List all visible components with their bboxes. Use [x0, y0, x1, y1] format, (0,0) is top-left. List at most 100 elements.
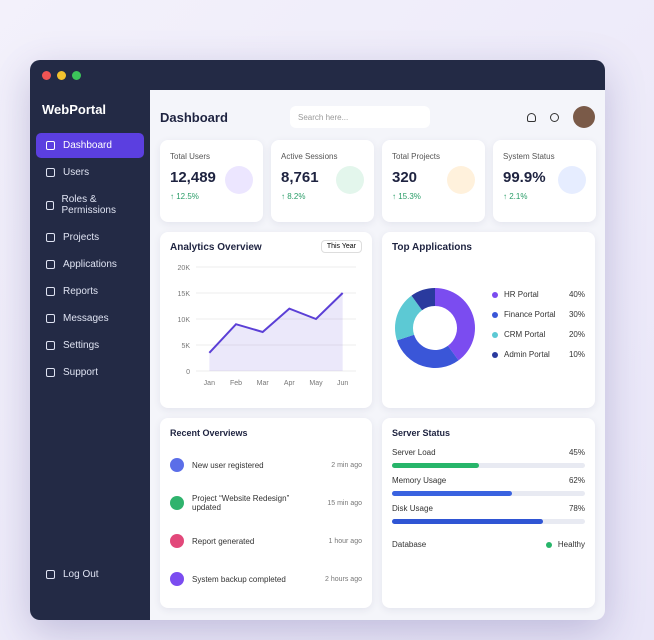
recent-card: Recent Overviews New user registered 2 min… [160, 418, 372, 608]
database-status: Healthy [557, 540, 585, 549]
up-arrow: ↑ [170, 192, 177, 201]
stat-change-row: ↑ 12.5% [170, 192, 253, 201]
legend-dot [492, 291, 498, 298]
y-tick-label: 10K [178, 317, 191, 324]
stat-value: 12,489 [170, 169, 216, 186]
activity-time: 2 min ago [331, 461, 362, 469]
icon [46, 141, 55, 150]
activity-row: Report generated 1 hour ago [170, 522, 362, 560]
stat-value: 8,761 [281, 169, 319, 186]
line [208, 292, 344, 354]
logout[interactable]: Log Out [46, 569, 99, 580]
metric-value: 78% [568, 504, 585, 513]
metric-label: Disk Usage [392, 504, 433, 513]
server-card: Server Status Server Load 45% Memory Usage 6… [382, 418, 595, 608]
nav-item[interactable]: Users [36, 160, 144, 185]
stat-change-row: ↑ 15.3% [392, 192, 475, 201]
page-title: Dashboard [160, 109, 228, 125]
avatar[interactable] [573, 106, 595, 128]
metric-track [392, 491, 585, 496]
legend-row: CRM Portal 20% [492, 330, 585, 339]
minimize-dot[interactable] [57, 70, 66, 80]
activity-icon [170, 458, 184, 472]
nav-label: Applications [63, 259, 117, 270]
nav-item[interactable]: Reports [36, 279, 144, 304]
stat-label: Active Sessions [281, 152, 338, 161]
y-tick-label: 0 [186, 369, 190, 376]
nav-item[interactable]: Dashboard [36, 133, 144, 158]
card-title: Server Status [392, 428, 451, 438]
x-tick-label: Jun [337, 380, 348, 387]
sidebar: WebPortal Dashboard Users Roles & Permissi… [30, 90, 150, 620]
bell[interactable] [527, 112, 536, 122]
logout-label: Log Out [63, 569, 99, 580]
activity-icon [170, 496, 184, 510]
nav-item[interactable]: Applications [36, 252, 144, 277]
stat-icon [558, 166, 586, 194]
metric-row: Disk Usage 78% [392, 504, 585, 513]
nav-label: Users [63, 167, 90, 178]
stat-change-row: ↑ 8.2% [281, 192, 364, 201]
search-box[interactable]: Search here... [290, 106, 430, 128]
stat-change: 15.3% [398, 192, 421, 201]
x-tick-label: Feb [230, 380, 242, 387]
database-row: Database Healthy [392, 540, 585, 549]
nav-item[interactable]: Settings [36, 333, 144, 358]
metric-value: 62% [568, 476, 585, 485]
stat-label: Total Users [170, 152, 211, 161]
activity-text: System backup completed [192, 574, 286, 584]
metric-track [392, 519, 585, 524]
stat-change: 2.1% [509, 192, 528, 201]
header: Dashboard Search here... [160, 100, 595, 134]
donut-chart [395, 288, 475, 368]
stat-label: Total Projects [392, 152, 441, 161]
legend-label: HR Portal [504, 290, 539, 299]
nav-label: Dashboard [63, 140, 112, 151]
filter[interactable]: This Year [320, 240, 362, 253]
legend-dot [492, 351, 498, 358]
icon [46, 368, 55, 377]
settings[interactable] [550, 112, 559, 122]
metric-bar [392, 519, 543, 524]
stat-card: System Status 99.9% ↑ 2.1% [493, 140, 596, 222]
analytics-card: Analytics Overview This Year 0 5K 10K 15K 20K J… [160, 232, 372, 408]
legend-value: 20% [568, 330, 585, 339]
main: Dashboard Search here... Total Users 12,4… [150, 90, 605, 620]
metric-row: Memory Usage 62% [392, 476, 585, 485]
nav-item[interactable]: Roles & Permissions [36, 187, 144, 223]
stat-icon [336, 166, 364, 194]
brand: WebPortal [42, 102, 107, 117]
x-tick-label: Mar [257, 380, 270, 387]
legend-row: Admin Portal 10% [492, 350, 585, 359]
activity-icon [170, 534, 184, 548]
x-tick-label: Apr [284, 380, 296, 387]
x-tick-label: May [309, 380, 323, 387]
up-arrow: ↑ [281, 192, 288, 201]
donut-slice [395, 295, 423, 341]
activity-time: 15 min ago [327, 499, 362, 507]
stat-change: 8.2% [287, 192, 306, 201]
area [209, 293, 343, 371]
legend-value: 30% [568, 310, 585, 319]
nav-label: Roles & Permissions [61, 194, 116, 216]
stat-change: 12.5% [176, 192, 199, 201]
nav-item[interactable]: Messages [36, 306, 144, 331]
metric-track [392, 463, 585, 468]
donut-slice [396, 334, 459, 368]
stat-icon [225, 166, 253, 194]
close-dot[interactable] [42, 70, 51, 80]
metric-bar [392, 491, 512, 496]
stat-value: 99.9% [503, 169, 546, 186]
activity-row: New user registered 2 min ago [170, 446, 362, 484]
nav-item[interactable]: Projects [36, 225, 144, 250]
card-title: Top Applications [392, 242, 472, 253]
icon [46, 287, 55, 296]
icon [46, 314, 55, 323]
maximize-dot[interactable] [72, 70, 81, 80]
legend-row: HR Portal 40% [492, 290, 585, 299]
stat-change-row: ↑ 2.1% [503, 192, 586, 201]
nav-item[interactable]: Support [36, 360, 144, 385]
metric-value: 45% [568, 448, 585, 457]
activity-row: Project “Website Redesign” updated 15 min… [170, 484, 362, 522]
metric-label: Server Load [392, 448, 436, 457]
